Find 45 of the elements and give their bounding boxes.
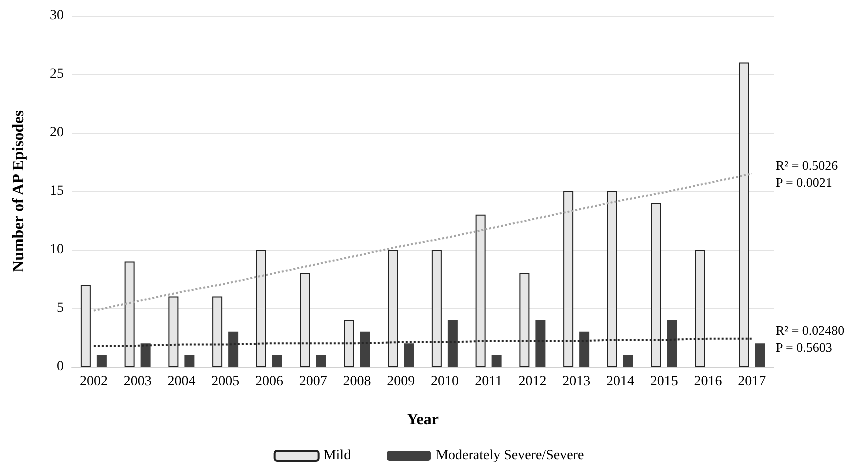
y-tick-label: 20 bbox=[50, 126, 64, 140]
bar bbox=[755, 344, 766, 367]
bar bbox=[536, 320, 546, 367]
x-tick-label: 2005 bbox=[212, 374, 240, 390]
x-tick-label: 2009 bbox=[387, 374, 416, 390]
bar bbox=[360, 332, 370, 367]
y-tick-label: 30 bbox=[50, 8, 64, 24]
x-tick-label: 2011 bbox=[475, 374, 503, 390]
x-axis-title: Year bbox=[407, 412, 439, 428]
y-tick-label: 15 bbox=[50, 184, 64, 199]
bar bbox=[623, 355, 634, 367]
bar bbox=[316, 355, 326, 367]
bar bbox=[580, 332, 590, 367]
x-tick-label: 2012 bbox=[518, 374, 547, 390]
bar bbox=[140, 344, 151, 367]
y-tick-label: 25 bbox=[50, 67, 64, 82]
annotation: R² = 0.02480 P = 0.5603 bbox=[776, 322, 845, 355]
y-tick-label: 5 bbox=[57, 301, 64, 316]
x-tick-label: 2007 bbox=[299, 374, 328, 390]
line-series bbox=[92, 172, 754, 312]
y-tick-label: 0 bbox=[57, 360, 64, 374]
x-tick-label: 2013 bbox=[562, 374, 591, 390]
bar bbox=[448, 320, 458, 367]
x-tick-label: 2003 bbox=[124, 374, 152, 390]
bar bbox=[272, 355, 282, 367]
bar bbox=[404, 344, 414, 367]
x-tick-label: 2017 bbox=[738, 374, 766, 390]
bar bbox=[96, 355, 107, 367]
y-axis-title: Number of AP Episodes bbox=[10, 110, 28, 272]
x-tick-label: 2016 bbox=[694, 374, 722, 390]
legend-label: Moderately Severe/Severe bbox=[436, 448, 584, 464]
x-tick-label: 2002 bbox=[80, 374, 108, 390]
x-tick-label: 2014 bbox=[606, 374, 634, 390]
annotation: R² = 0.5026 P = 0.0021 bbox=[776, 158, 839, 190]
x-tick-label: 2010 bbox=[430, 374, 459, 390]
y-tick-label: 10 bbox=[50, 242, 64, 258]
legend-label: Mild bbox=[324, 448, 352, 464]
x-tick-label: 2004 bbox=[168, 374, 196, 390]
bar bbox=[667, 320, 678, 367]
bar bbox=[492, 355, 502, 367]
x-tick-label: 2006 bbox=[255, 374, 284, 390]
x-tick-label: 2008 bbox=[343, 374, 372, 390]
bar bbox=[184, 355, 195, 367]
x-tick-label: 2015 bbox=[650, 374, 678, 390]
bar bbox=[228, 332, 239, 367]
